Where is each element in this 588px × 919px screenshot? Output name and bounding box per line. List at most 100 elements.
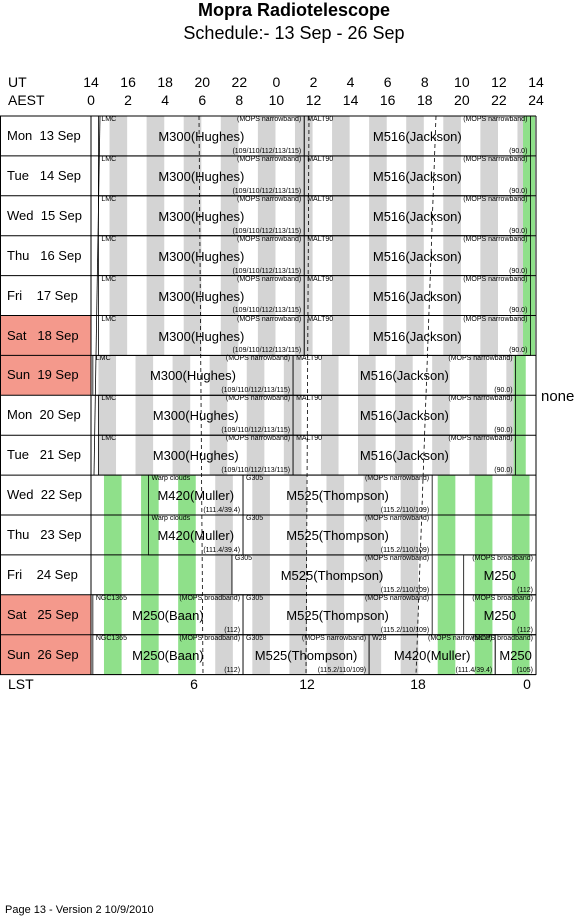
schedule-block: LMC (MOPS narrowband) (109/110/112/113/115…: [98, 316, 304, 356]
block-source-label: LMC: [101, 275, 117, 283]
time-stripe: [103, 554, 122, 595]
time-stripe: [283, 435, 302, 476]
time-stripe: [135, 435, 154, 476]
time-stripe: [220, 235, 239, 276]
block-project-label: M516(Jackson): [372, 168, 462, 184]
block-source-label: LMC: [101, 195, 117, 203]
block-source-label: MALT90: [307, 235, 334, 243]
time-stripe: [369, 116, 387, 156]
block-project-label: M300(Hughes): [152, 408, 239, 424]
schedule-block: (MOPS broadband) (105) M250: [472, 635, 536, 675]
block-frequency-label: (90.0): [509, 227, 528, 235]
block-project-label: M300(Hughes): [152, 448, 239, 464]
block-source-label: MALT90: [307, 195, 334, 203]
time-stripe: [320, 395, 339, 436]
time-stripe: [220, 315, 239, 356]
block-project-label: M516(Jackson): [372, 288, 462, 304]
block-backend-label: (MOPS narrowband): [463, 315, 528, 323]
ut-tick-label: 16: [120, 74, 136, 90]
time-stripe: [257, 116, 276, 156]
day-label: Sun 26 Sep: [7, 646, 79, 662]
time-stripe: [326, 515, 345, 555]
ut-tick-label: 10: [454, 74, 470, 90]
block-project-label: M516(Jackson): [372, 208, 462, 224]
time-stripe: [146, 116, 165, 156]
block-source-label: MALT90: [307, 275, 334, 283]
time-stripe: [215, 594, 233, 635]
time-stripe: [283, 395, 302, 436]
time-stripe: [432, 435, 450, 476]
ut-tick-label: 12: [491, 74, 507, 90]
lst-dashed-line: [198, 115, 204, 675]
time-stripe: [437, 554, 456, 595]
time-stripe: [178, 554, 196, 595]
time-stripe: [480, 315, 498, 356]
time-stripe: [474, 515, 493, 555]
block-project-label: M420(Muller): [157, 488, 235, 504]
time-stripe: [215, 554, 233, 595]
time-stripe: [215, 515, 233, 555]
block-backend-label: (MOPS narrowband): [237, 315, 302, 323]
time-stripe: [178, 475, 196, 515]
block-source-label: G305: [246, 515, 264, 522]
time-stripe: [437, 594, 456, 635]
side-note: none: [541, 388, 575, 405]
time-stripe: [294, 116, 313, 156]
time-stripe: [480, 195, 498, 236]
block-frequency-label: (112): [224, 626, 241, 634]
time-stripe: [332, 235, 350, 276]
ut-tick-label: 14: [83, 74, 99, 90]
time-stripe: [437, 475, 456, 515]
time-stripe: [474, 475, 493, 515]
lst-axis-label: LST: [8, 676, 34, 692]
day-label: Tue 21 Sep: [7, 447, 81, 463]
schedule-block: G305 (MOPS narrowband) (115.2/110/109) M525…: [243, 475, 432, 515]
block-source-label: G305: [246, 475, 264, 483]
time-stripe: [183, 235, 202, 276]
block-frequency-label: (109/110/112/113/115): [232, 307, 302, 315]
time-stripe: [358, 435, 376, 476]
day-label: Sun 19 Sep: [7, 367, 79, 383]
weekend-highlight: [0, 634, 91, 675]
ut-tick-label: 22: [231, 74, 248, 90]
time-stripe: [400, 554, 419, 595]
time-stripe: [294, 155, 313, 196]
schedule-block: MALT90 (MOPS narrowband) (90.0) M516(Jackso…: [304, 276, 530, 316]
time-stripe: [369, 275, 387, 316]
time-stripe: [215, 475, 233, 515]
block-frequency-label: (109/110/112/113/115): [221, 427, 291, 435]
time-stripe: [320, 435, 339, 476]
block-backend-label: (MOPS narrowband): [448, 395, 513, 403]
time-stripe: [369, 235, 387, 276]
lst-tick-label: 0: [523, 676, 531, 692]
time-stripe: [141, 475, 159, 515]
block-project-label: M300(Hughes): [158, 288, 245, 304]
time-stripe: [523, 275, 536, 316]
block-backend-label: (MOPS narrowband): [237, 275, 302, 283]
time-stripe: [363, 475, 382, 515]
time-stripe: [257, 235, 276, 276]
time-stripe: [363, 515, 382, 555]
block-source-label: MALT90: [296, 395, 323, 403]
ut-tick-label: 18: [157, 74, 173, 90]
schedule-block: G305 (MOPS narrowband) (115.2/110/109) M525…: [243, 595, 432, 635]
day-label: Thu 23 Sep: [7, 527, 82, 542]
block-project-label: M300(Hughes): [158, 129, 245, 144]
time-stripe: [443, 155, 461, 196]
day-label: Fri 24 Sep: [7, 566, 78, 582]
block-backend-label: (MOPS broadband): [179, 634, 241, 642]
time-stripe: [513, 395, 526, 436]
schedule-block: LMC (MOPS narrowband) (109/110/112/113/115…: [93, 355, 293, 395]
time-stripe: [326, 475, 345, 515]
time-stripe: [332, 155, 350, 196]
time-stripe: [141, 554, 159, 595]
time-stripe: [172, 435, 191, 476]
block-backend-label: (MOPS narrowband): [237, 155, 302, 163]
block-project-label: M525(Thompson): [254, 647, 358, 663]
block-backend-label: (MOPS broadband): [472, 594, 533, 602]
block-source-label: LMC: [95, 355, 111, 363]
time-stripe: [183, 116, 202, 156]
time-stripe: [513, 435, 526, 476]
weekend-highlight: [0, 594, 91, 635]
time-stripe: [523, 195, 536, 236]
